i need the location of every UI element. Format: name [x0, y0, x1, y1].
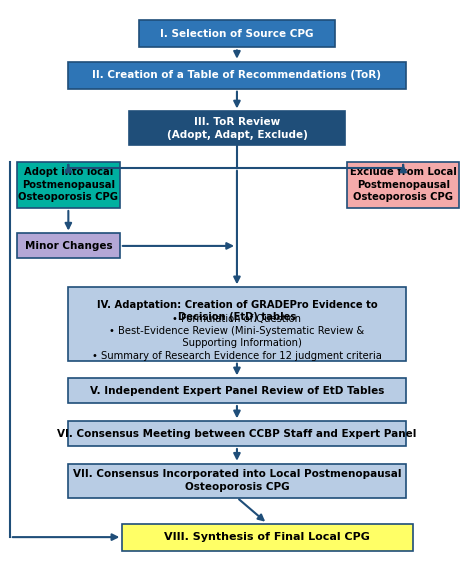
FancyBboxPatch shape: [17, 234, 120, 258]
FancyBboxPatch shape: [122, 524, 412, 550]
FancyBboxPatch shape: [347, 162, 459, 208]
Text: VII. Consensus Incorporated into Local Postmenopausal
Osteoporosis CPG: VII. Consensus Incorporated into Local P…: [73, 469, 401, 492]
FancyBboxPatch shape: [68, 378, 406, 403]
FancyBboxPatch shape: [68, 62, 406, 89]
Text: V. Independent Expert Panel Review of EtD Tables: V. Independent Expert Panel Review of Et…: [90, 385, 384, 396]
Text: Exclude from Local
Postmenopausal
Osteoporosis CPG: Exclude from Local Postmenopausal Osteop…: [350, 167, 456, 202]
Text: II. Creation of a Table of Recommendations (ToR): II. Creation of a Table of Recommendatio…: [92, 70, 382, 80]
FancyBboxPatch shape: [129, 111, 345, 145]
Text: Adopt into local
Postmenopausal
Osteoporosis CPG: Adopt into local Postmenopausal Osteopor…: [18, 167, 118, 202]
Text: III. ToR Review
(Adopt, Adapt, Exclude): III. ToR Review (Adopt, Adapt, Exclude): [166, 117, 307, 139]
FancyBboxPatch shape: [68, 464, 406, 497]
Text: IV. Adaptation: Creation of GRADEPro Evidence to
Decision (EtD) tables: IV. Adaptation: Creation of GRADEPro Evi…: [97, 300, 377, 322]
FancyBboxPatch shape: [68, 287, 406, 361]
FancyBboxPatch shape: [68, 421, 406, 446]
Text: I. Selection of Source CPG: I. Selection of Source CPG: [160, 29, 314, 39]
Text: • Formulation of Question
• Best-Evidence Review (Mini-Systematic Review &
   Su: • Formulation of Question • Best-Evidenc…: [92, 313, 382, 361]
Text: Minor Changes: Minor Changes: [25, 241, 112, 251]
FancyBboxPatch shape: [17, 162, 120, 208]
FancyBboxPatch shape: [138, 21, 335, 47]
Text: VIII. Synthesis of Final Local CPG: VIII. Synthesis of Final Local CPG: [164, 532, 370, 542]
Text: VI. Consensus Meeting between CCBP Staff and Expert Panel: VI. Consensus Meeting between CCBP Staff…: [57, 429, 417, 439]
